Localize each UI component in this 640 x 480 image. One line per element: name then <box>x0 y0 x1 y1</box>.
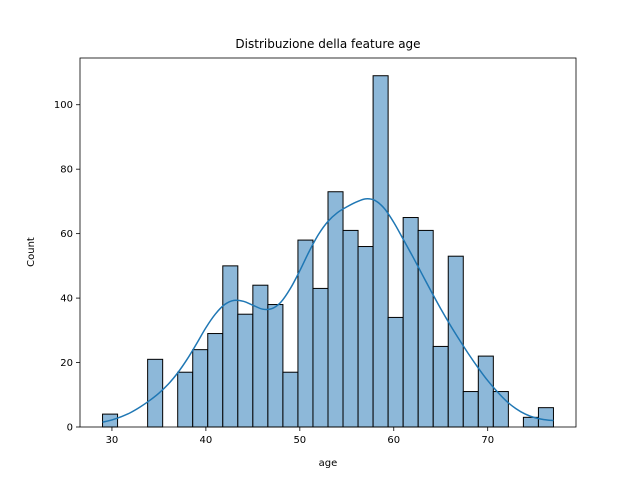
histogram-bar <box>282 371 299 428</box>
histogram-bar <box>417 229 434 428</box>
x-tick-label: 50 <box>293 435 306 446</box>
x-tick-label: 40 <box>200 435 213 446</box>
y-tick-label: 20 <box>60 358 73 369</box>
x-axis-label: age <box>319 458 338 469</box>
y-tick-label: 40 <box>60 294 73 305</box>
y-axis-label: Count <box>26 237 37 267</box>
y-tick-label: 0 <box>67 423 73 434</box>
histogram-bar <box>147 358 164 428</box>
bars-group <box>102 75 554 428</box>
y-tick-label: 80 <box>60 165 73 176</box>
x-tick-label: 60 <box>387 435 400 446</box>
x-axis-ticks: 30 40 50 60 70 <box>106 427 494 446</box>
histogram-bar <box>432 345 449 428</box>
histogram-bar <box>222 265 239 428</box>
histogram-bar <box>462 391 479 428</box>
y-tick-label: 100 <box>54 100 73 111</box>
histogram-bar <box>477 355 494 428</box>
histogram-bar <box>327 191 344 428</box>
histogram-bar <box>372 75 389 428</box>
histogram-bar <box>192 349 209 428</box>
kde-curve <box>102 197 554 423</box>
histogram-bar <box>402 217 419 428</box>
x-tick-label: 30 <box>106 435 119 446</box>
histogram-bar <box>312 287 329 428</box>
histogram-bar <box>342 229 359 428</box>
histogram-bar <box>297 239 314 428</box>
histogram-bar <box>177 371 194 428</box>
histogram-bar <box>537 407 554 428</box>
histogram-bar <box>492 391 509 428</box>
y-axis-ticks: 0 20 40 60 80 100 <box>54 100 80 434</box>
x-tick-label: 70 <box>481 435 494 446</box>
chart-title: Distribuzione della feature age <box>235 37 420 51</box>
histogram-bar <box>267 304 284 428</box>
y-tick-label: 60 <box>60 229 73 240</box>
histogram-bar <box>207 333 224 428</box>
plot-frame <box>79 57 577 428</box>
histogram-bar <box>387 316 404 428</box>
histogram-bar <box>237 313 254 428</box>
histogram-bar <box>357 246 374 428</box>
